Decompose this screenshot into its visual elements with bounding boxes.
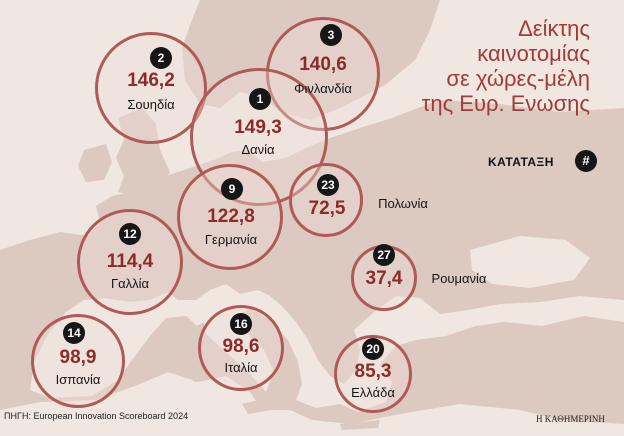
- country-label-poland: Πολωνία: [378, 196, 428, 211]
- country-label-finland: Φινλανδία: [294, 81, 352, 96]
- rank-badge-france: 12: [119, 223, 141, 245]
- rank-badge-denmark: 1: [249, 88, 271, 110]
- value-italy: 98,6: [222, 336, 260, 357]
- title-line-4: της Ευρ. Ενωσης: [421, 91, 590, 116]
- value-denmark: 149,3: [234, 117, 282, 138]
- value-poland: 72,5: [308, 198, 346, 219]
- country-label-greece: Ελλάδα: [351, 385, 395, 400]
- source-note: ΠΗΓΗ: European Innovation Scoreboard 202…: [4, 411, 189, 421]
- bubble-sweden: [95, 32, 207, 144]
- country-label-germany: Γερμανία: [204, 232, 258, 247]
- rank-badge-romania: 27: [373, 244, 395, 266]
- country-label-spain: Ισπανία: [55, 372, 101, 387]
- ireland: [78, 144, 112, 182]
- value-spain: 98,9: [59, 347, 97, 368]
- value-finland: 140,6: [299, 54, 347, 75]
- legend-label: ΚΑΤΑΤΑΞΗ: [488, 155, 554, 169]
- value-france: 114,4: [106, 251, 154, 272]
- rank-badge-greece: 20: [362, 338, 384, 360]
- rank-badge-germany: 9: [221, 178, 243, 200]
- title-line-2: καινοτομίας: [477, 41, 590, 66]
- publisher-brand: Η ΚΑΘΗΜΕΡΙΝΗ: [536, 414, 605, 424]
- rank-badge-finland: 3: [320, 24, 342, 46]
- value-germany: 122,8: [207, 206, 255, 227]
- country-label-denmark: Δανία: [241, 142, 275, 157]
- mediterranean-sea: [0, 372, 624, 436]
- sicily: [242, 398, 272, 414]
- title-line-3: σε χώρες-μέλη: [446, 66, 590, 91]
- country-label-sweden: Σουηδία: [127, 97, 175, 112]
- title-line-1: Δείκτης: [518, 16, 590, 41]
- infographic-title: Δείκτης καινοτομίας σε χώρες-μέλη της Ευ…: [410, 16, 590, 116]
- rank-legend-icon: #: [575, 150, 597, 172]
- rank-badge-poland: 23: [317, 174, 339, 196]
- country-label-france: Γαλλία: [110, 276, 150, 291]
- rank-badge-italy: 16: [230, 313, 252, 335]
- country-label-italy: Ιταλία: [224, 360, 258, 375]
- black-sea: [470, 236, 590, 288]
- value-greece: 85,3: [354, 361, 392, 382]
- rank-badge-sweden: 2: [150, 47, 172, 69]
- crete: [340, 420, 380, 430]
- country-label-romania: Ρουμανία: [431, 271, 487, 286]
- value-romania: 37,4: [365, 268, 403, 289]
- value-sweden: 146,2: [127, 70, 175, 91]
- rank-badge-spain: 14: [63, 322, 85, 344]
